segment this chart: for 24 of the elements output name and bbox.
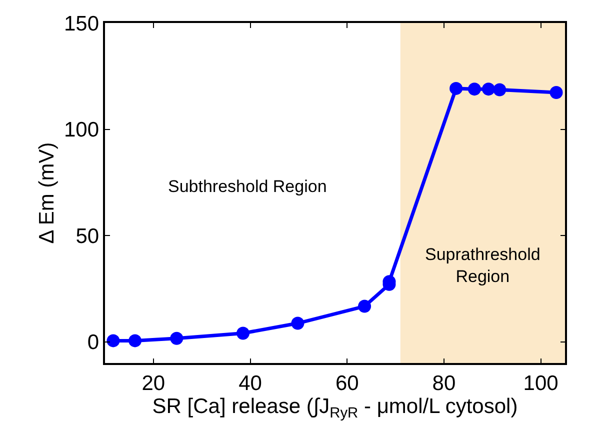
y-tick-label: 100: [64, 118, 100, 142]
x-tick-label: 100: [523, 372, 558, 395]
x-tick-label: 80: [432, 372, 456, 395]
point: [236, 326, 250, 340]
point: [170, 332, 184, 345]
x-tick-label: 60: [335, 372, 359, 395]
x-tick-label: 20: [142, 372, 166, 395]
y-tick-label: 150: [64, 12, 100, 36]
y-axis-title: Δ Em (mV): [36, 142, 59, 244]
point: [128, 334, 142, 348]
point: [482, 82, 495, 96]
point: [358, 300, 372, 313]
point: [493, 83, 506, 96]
x-axis-title: SR [Ca] release (∫J$_{RyR}$ - μmol/L cytosol): [152, 394, 518, 422]
point: [450, 82, 463, 95]
y-tick-label: 0: [87, 331, 100, 354]
point: [468, 82, 481, 96]
annotation: Subthreshold Region: [168, 177, 327, 196]
point: [291, 316, 304, 330]
y-tick-label: 50: [76, 224, 100, 248]
x-tick-label: 40: [238, 372, 262, 395]
point: [106, 334, 120, 348]
band-label: Suprathreshold Region: [425, 245, 540, 286]
point: [550, 86, 563, 99]
